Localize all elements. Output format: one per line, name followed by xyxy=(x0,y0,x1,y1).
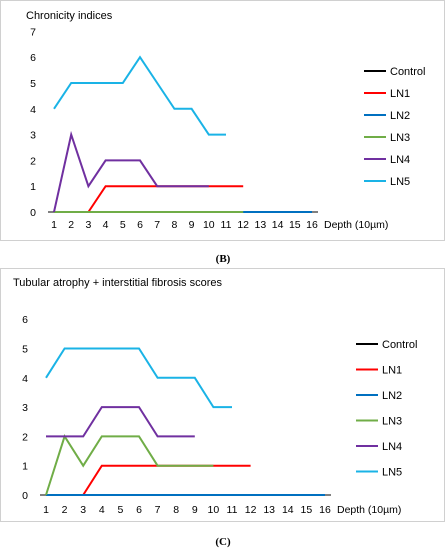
series-line-ln3 xyxy=(45,434,214,496)
y-tick-label: 0 xyxy=(30,207,36,219)
y-tick-label: 4 xyxy=(30,104,36,116)
x-tick-label: 9 xyxy=(192,504,198,516)
y-tick-label: 5 xyxy=(22,344,28,356)
x-tick-label: 6 xyxy=(136,504,142,516)
x-tick-label: 5 xyxy=(120,219,126,231)
x-tick-label: 12 xyxy=(237,219,249,231)
x-tick-label: 11 xyxy=(221,219,232,231)
caption-c: (C) xyxy=(215,536,231,548)
x-tick-label: 10 xyxy=(208,504,220,516)
x-tick-label: 1 xyxy=(51,219,57,231)
legend-label-ln5: LN5 xyxy=(382,467,402,479)
y-tick-label: 1 xyxy=(30,181,36,193)
legend-label-ln3: LN3 xyxy=(390,132,410,144)
y-tick-label: 3 xyxy=(22,402,28,414)
legend-label-ln1: LN1 xyxy=(390,88,410,100)
x-tick-label: 3 xyxy=(80,504,86,516)
y-tick-label: 5 xyxy=(30,78,36,90)
x-tick-label: 4 xyxy=(103,219,109,231)
x-tick-label: 15 xyxy=(301,504,313,516)
y-tick-label: 7 xyxy=(30,26,36,38)
x-tick-label: 2 xyxy=(62,504,68,516)
x-axis-label: Depth (10µm) xyxy=(337,504,401,516)
series-line-ln5 xyxy=(45,347,232,409)
x-axis-label: Depth (10µm) xyxy=(324,219,388,231)
y-tick-label: 2 xyxy=(30,155,36,167)
x-tick-label: 1 xyxy=(43,504,49,516)
series-line-ln4 xyxy=(46,406,195,438)
legend-label-ln3: LN3 xyxy=(382,416,402,428)
x-tick-label: 16 xyxy=(319,504,331,516)
legend-label-ln2: LN2 xyxy=(382,390,402,402)
x-tick-label: 6 xyxy=(137,219,143,231)
series-line-ln4 xyxy=(53,130,209,213)
x-tick-label: 4 xyxy=(99,504,105,516)
x-tick-label: 8 xyxy=(171,219,177,231)
x-tick-label: 8 xyxy=(173,504,179,516)
series-line-ln5 xyxy=(53,55,226,136)
x-tick-label: 14 xyxy=(272,219,284,231)
x-tick-label: 16 xyxy=(306,219,318,231)
y-tick-label: 2 xyxy=(22,431,28,443)
x-tick-label: 7 xyxy=(155,504,161,516)
x-tick-label: 11 xyxy=(227,504,238,516)
y-tick-label: 6 xyxy=(30,52,36,64)
x-tick-label: 7 xyxy=(154,219,160,231)
panel-c-title: Tubular atrophy + interstitial fibrosis … xyxy=(13,277,222,289)
x-tick-label: 5 xyxy=(117,504,123,516)
legend-label-ln5: LN5 xyxy=(390,176,410,188)
x-tick-label: 12 xyxy=(245,504,257,516)
x-tick-label: 10 xyxy=(203,219,215,231)
y-tick-label: 0 xyxy=(22,490,28,502)
panel-b-frame xyxy=(0,0,445,241)
legend-label-control: Control xyxy=(382,339,417,351)
legend-label-control: Control xyxy=(390,66,425,78)
legend-label-ln4: LN4 xyxy=(382,441,402,453)
x-tick-label: 3 xyxy=(85,219,91,231)
x-tick-label: 14 xyxy=(282,504,294,516)
y-tick-label: 3 xyxy=(30,130,36,142)
panel-b-title: Chronicity indices xyxy=(26,10,113,22)
x-tick-label: 13 xyxy=(263,504,275,516)
caption-b: (B) xyxy=(216,253,231,265)
x-tick-label: 13 xyxy=(255,219,267,231)
x-tick-label: 15 xyxy=(289,219,301,231)
x-tick-label: 9 xyxy=(189,219,195,231)
y-tick-label: 6 xyxy=(22,314,28,326)
x-tick-label: 2 xyxy=(68,219,74,231)
legend-label-ln1: LN1 xyxy=(382,365,402,377)
y-tick-label: 4 xyxy=(22,373,28,385)
y-tick-label: 1 xyxy=(22,461,28,473)
legend-label-ln2: LN2 xyxy=(390,110,410,122)
legend-label-ln4: LN4 xyxy=(390,154,410,166)
